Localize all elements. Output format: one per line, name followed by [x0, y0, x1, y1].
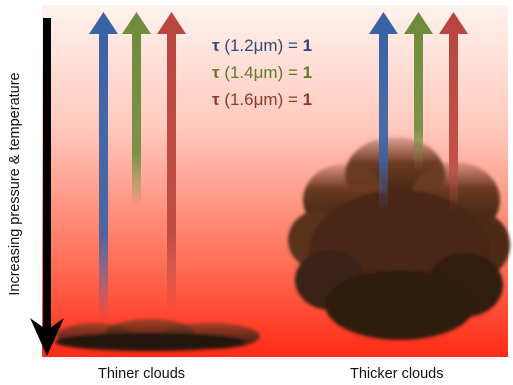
thick-cloud [288, 137, 510, 340]
legend-item-1.2um: τ (1.2μm) = 1 [212, 36, 312, 56]
legend-value: 1 [302, 63, 313, 82]
legend-value: 1 [302, 90, 313, 109]
legend-wavelength: (1.2μm) = [219, 36, 303, 55]
arrow-right-1.6um [439, 12, 468, 212]
arrow-right-1.4um [404, 12, 433, 172]
legend-wavelength: (1.6μm) = [219, 90, 303, 109]
pressure-axis-arrow [30, 18, 64, 356]
arrow-left-1.2um [89, 12, 118, 322]
legend-symbol: τ [212, 90, 220, 109]
thin-cloud [55, 319, 260, 351]
legend-item-1.6um: τ (1.6μm) = 1 [212, 90, 312, 110]
caption-thick-clouds: Thicker clouds [350, 366, 444, 382]
legend-wavelength: (1.4μm) = [219, 63, 303, 82]
legend-value: 1 [302, 36, 313, 55]
arrow-left-1.6um [157, 12, 186, 322]
legend-symbol: τ [212, 63, 220, 82]
arrow-left-1.4um [122, 12, 151, 207]
caption-thin-clouds: Thiner clouds [98, 366, 186, 382]
legend-item-1.4um: τ (1.4μm) = 1 [212, 63, 312, 83]
axis-label: Increasing pressure & temperature [7, 72, 23, 296]
legend-symbol: τ [212, 36, 220, 55]
arrow-right-1.2um [369, 12, 398, 212]
